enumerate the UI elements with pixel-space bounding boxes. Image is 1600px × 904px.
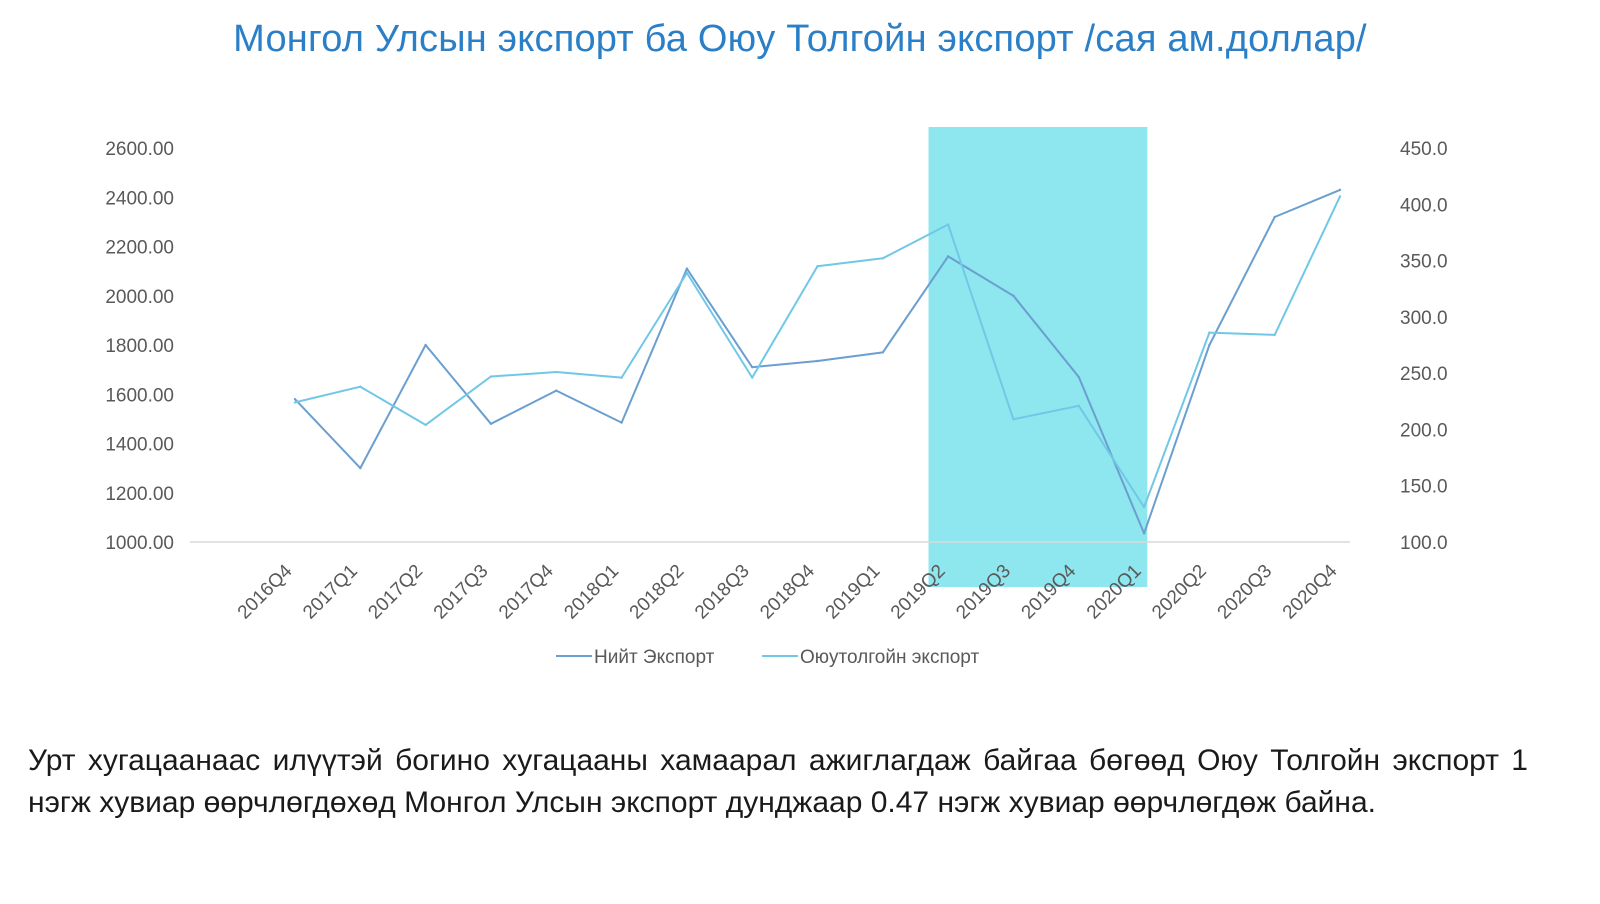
y-right-tick-label: 300.0 (1400, 308, 1448, 329)
highlight-band (928, 127, 1148, 587)
y-left-tick-label: 2200.00 (105, 238, 174, 259)
y-left-tick-label: 1200.00 (105, 484, 174, 505)
y-left-tick-label: 2400.00 (105, 188, 174, 209)
y-right-tick-label: 450.0 (1400, 139, 1448, 160)
y-right-tick-label: 400.0 (1400, 195, 1448, 216)
x-tick-label: 2018Q3 (691, 561, 754, 624)
data-point (1077, 404, 1080, 407)
y-right-tick-label: 200.0 (1400, 420, 1448, 441)
data-point (946, 255, 950, 258)
data-point (1338, 195, 1342, 198)
x-tick-label: 2019Q1 (822, 561, 885, 624)
chart-title: Монгол Улсын экспорт ба Оюу Толгойн эксп… (233, 18, 1367, 60)
data-point (1208, 343, 1211, 347)
data-point (1012, 418, 1015, 421)
line-chart: 1000.00 1200.00 1400.00 1600.00 1800.00 2000.… (105, 127, 1448, 668)
y-left-tick-label: 1400.00 (105, 435, 174, 456)
data-point (816, 359, 819, 363)
y-left-tick-label: 1600.00 (105, 385, 174, 406)
data-point (750, 376, 754, 379)
data-point (685, 267, 689, 270)
series-line-2 (294, 195, 1341, 509)
data-point (1142, 532, 1146, 535)
y-right-tick-label: 100.0 (1400, 533, 1448, 554)
data-point (424, 423, 427, 427)
data-point (620, 376, 623, 379)
data-point (1012, 294, 1015, 297)
y-right-tick-label: 150.0 (1400, 477, 1448, 498)
data-point (1142, 505, 1146, 509)
data-point (293, 397, 297, 401)
data-point (685, 271, 689, 275)
x-tick-label: 2017Q4 (495, 560, 558, 623)
data-point (1338, 188, 1342, 192)
x-tick-label: 2017Q3 (430, 561, 493, 624)
x-tick-label: 2020Q2 (1148, 561, 1211, 624)
y-left-tick-label: 2600.00 (105, 139, 174, 160)
data-point (1273, 333, 1276, 337)
x-tick-label: 2020Q3 (1214, 561, 1277, 624)
data-point (489, 422, 493, 425)
data-point (1208, 331, 1211, 334)
x-tick-label: 2018Q4 (756, 560, 819, 623)
data-point (555, 389, 558, 392)
y-right-tick-label: 350.0 (1400, 252, 1448, 273)
data-point (359, 385, 362, 388)
data-point (750, 365, 754, 369)
data-point (1273, 215, 1276, 219)
y-right-tick-label: 250.0 (1400, 364, 1448, 385)
data-point (620, 421, 623, 424)
data-point (1077, 375, 1080, 379)
x-tick-label: 2018Q1 (560, 561, 623, 624)
legend-label-1: Нийт Экспорт (594, 647, 715, 668)
data-point (816, 265, 819, 268)
x-tick-label: 2020Q4 (1279, 560, 1342, 623)
legend-label-2: Оюутолгойн экспорт (800, 647, 979, 668)
data-point (293, 401, 297, 404)
x-tick-label: 2017Q1 (299, 561, 362, 624)
y-left-tick-label: 1800.00 (105, 336, 174, 357)
x-tick-label: 2017Q2 (364, 561, 427, 624)
data-point (424, 343, 427, 347)
data-point (555, 370, 558, 374)
y-left-tick-label: 2000.00 (105, 287, 174, 308)
data-point (881, 257, 885, 260)
data-point (881, 351, 885, 354)
data-point (359, 466, 362, 470)
x-tick-label: 2016Q4 (234, 560, 297, 623)
y-left-tick-label: 1000.00 (105, 533, 174, 554)
data-point (489, 375, 493, 378)
x-tick-label: 2018Q2 (626, 561, 689, 624)
data-point (946, 223, 950, 226)
caption-text: Урт хугацаанаас илүүтэй богино хугацааны… (28, 744, 1528, 819)
x-tick-label: 2019Q2 (887, 561, 950, 624)
